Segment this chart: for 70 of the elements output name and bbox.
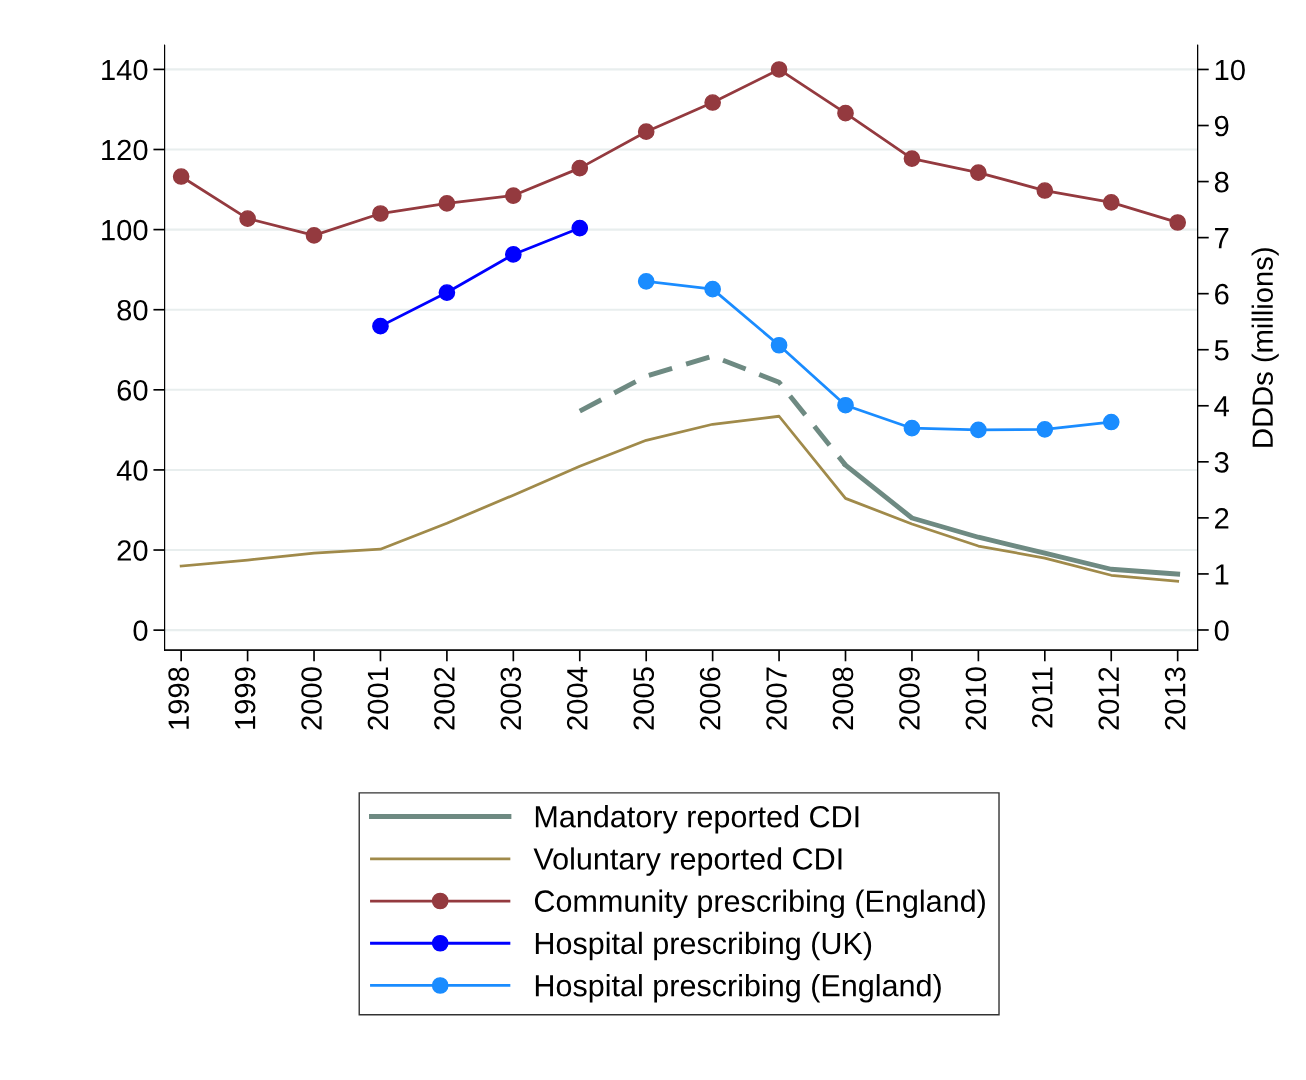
- x-tick-label: 2004: [566, 666, 588, 730]
- x-tick-label: 2005: [633, 667, 655, 730]
- point: [1102, 193, 1120, 211]
- y2-tick-label: 8: [1214, 171, 1229, 193]
- legend-label: Community prescribing (England): [534, 889, 985, 919]
- x-tick-label: 1998: [168, 667, 189, 729]
- y2-tick-label: 3: [1214, 452, 1229, 473]
- y-tick-label: 60: [117, 380, 148, 401]
- point: [1169, 214, 1187, 231]
- point: [704, 94, 721, 111]
- y2-tick-label: 9: [1214, 115, 1229, 137]
- y2-tick-label: 0: [1214, 620, 1229, 641]
- x-tick-label: 2007: [766, 667, 787, 730]
- y-tick-label: 40: [116, 460, 148, 481]
- x-tick-label: 2010: [965, 667, 987, 730]
- y2-tick-label: 10: [1215, 59, 1245, 81]
- point: [903, 150, 921, 167]
- y-tick-label: 80: [117, 299, 148, 321]
- y2-tick-label: 5: [1214, 340, 1229, 361]
- point: [504, 187, 522, 204]
- y2-tick-label: 2: [1215, 508, 1229, 529]
- legend-label: Hospital prescribing (UK): [535, 931, 872, 961]
- y-tick-label: 0: [133, 620, 148, 641]
- x-tick-label: 2009: [899, 667, 920, 730]
- y-tick-label: 120: [102, 139, 148, 161]
- point: [372, 205, 389, 222]
- point: [837, 104, 854, 122]
- legend-label: Mandatory reported CDI: [535, 805, 859, 834]
- point: [704, 280, 721, 298]
- point: [1036, 182, 1054, 199]
- point: [970, 164, 987, 181]
- point: [637, 123, 655, 141]
- x-tick-label: 2000: [301, 667, 322, 730]
- point: [837, 396, 854, 414]
- point: [637, 273, 655, 290]
- y2-tick-label: 7: [1215, 228, 1229, 249]
- y-tick-label: 20: [117, 540, 148, 561]
- x-tick-label: 2008: [832, 667, 854, 730]
- line-series: [179, 414, 1180, 583]
- point: [1102, 413, 1120, 431]
- y-tick-label: 100: [102, 219, 148, 241]
- point: [903, 419, 921, 437]
- point: [305, 227, 323, 244]
- x-tick-label: 2011: [1031, 667, 1053, 728]
- y2-axis-title: DDDs (millions): [1251, 248, 1279, 447]
- x-tick-label: 2013: [1164, 667, 1186, 730]
- point: [770, 61, 788, 78]
- point: [571, 159, 589, 177]
- y2-tick-label: 4: [1214, 396, 1229, 417]
- y-tick-label: 140: [102, 59, 148, 81]
- x-tick-label: 2001: [367, 667, 389, 730]
- x-tick-label: 1999: [234, 667, 256, 729]
- x-tick-label: 2012: [1098, 667, 1120, 730]
- y2-tick-label: 6: [1215, 283, 1229, 305]
- point: [438, 195, 456, 212]
- point: [504, 246, 522, 263]
- point: [770, 336, 788, 354]
- point: [239, 210, 256, 227]
- point: [438, 284, 456, 301]
- x-tick-label: 2006: [699, 667, 721, 730]
- point: [970, 421, 987, 439]
- point: [1036, 420, 1054, 438]
- point: [372, 317, 389, 335]
- x-tick-label: 2003: [500, 667, 522, 730]
- x-tick-label: 2002: [434, 667, 455, 730]
- point: [172, 168, 190, 185]
- y2-tick-label: 1: [1215, 564, 1229, 585]
- legend-label: Hospital prescribing (England): [535, 974, 941, 1003]
- point: [571, 219, 589, 237]
- legend-label: Voluntary reported CDI: [533, 847, 842, 876]
